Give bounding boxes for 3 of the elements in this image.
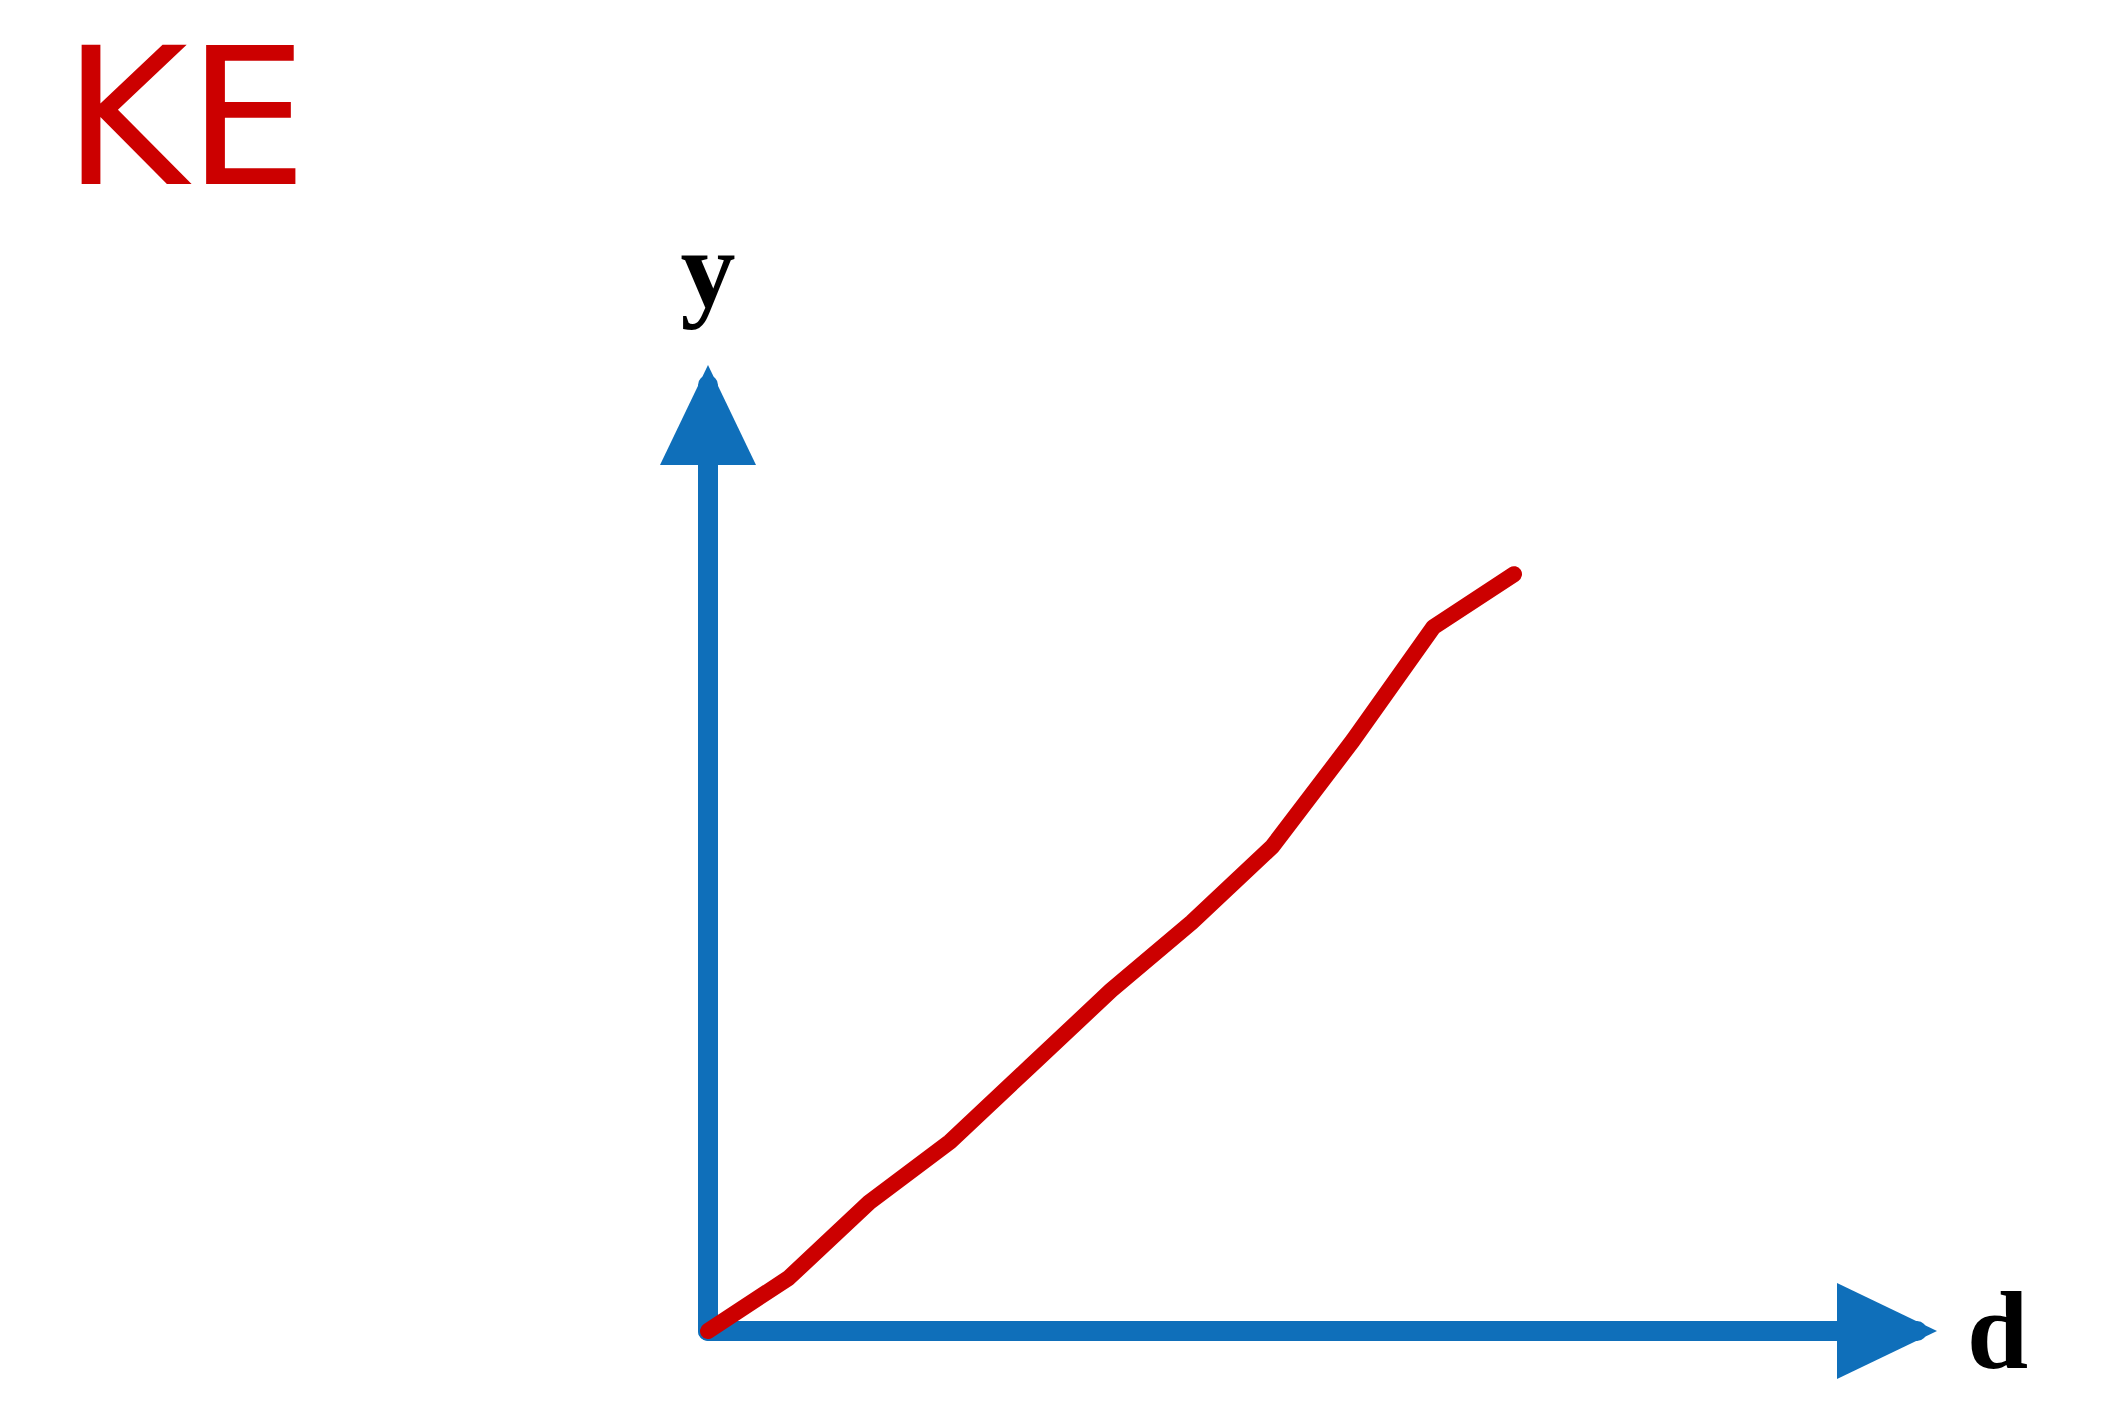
chart-title: KE (63, 7, 308, 229)
y-axis-title: y (680, 209, 736, 331)
x-axis-title: d (1967, 1270, 2029, 1392)
